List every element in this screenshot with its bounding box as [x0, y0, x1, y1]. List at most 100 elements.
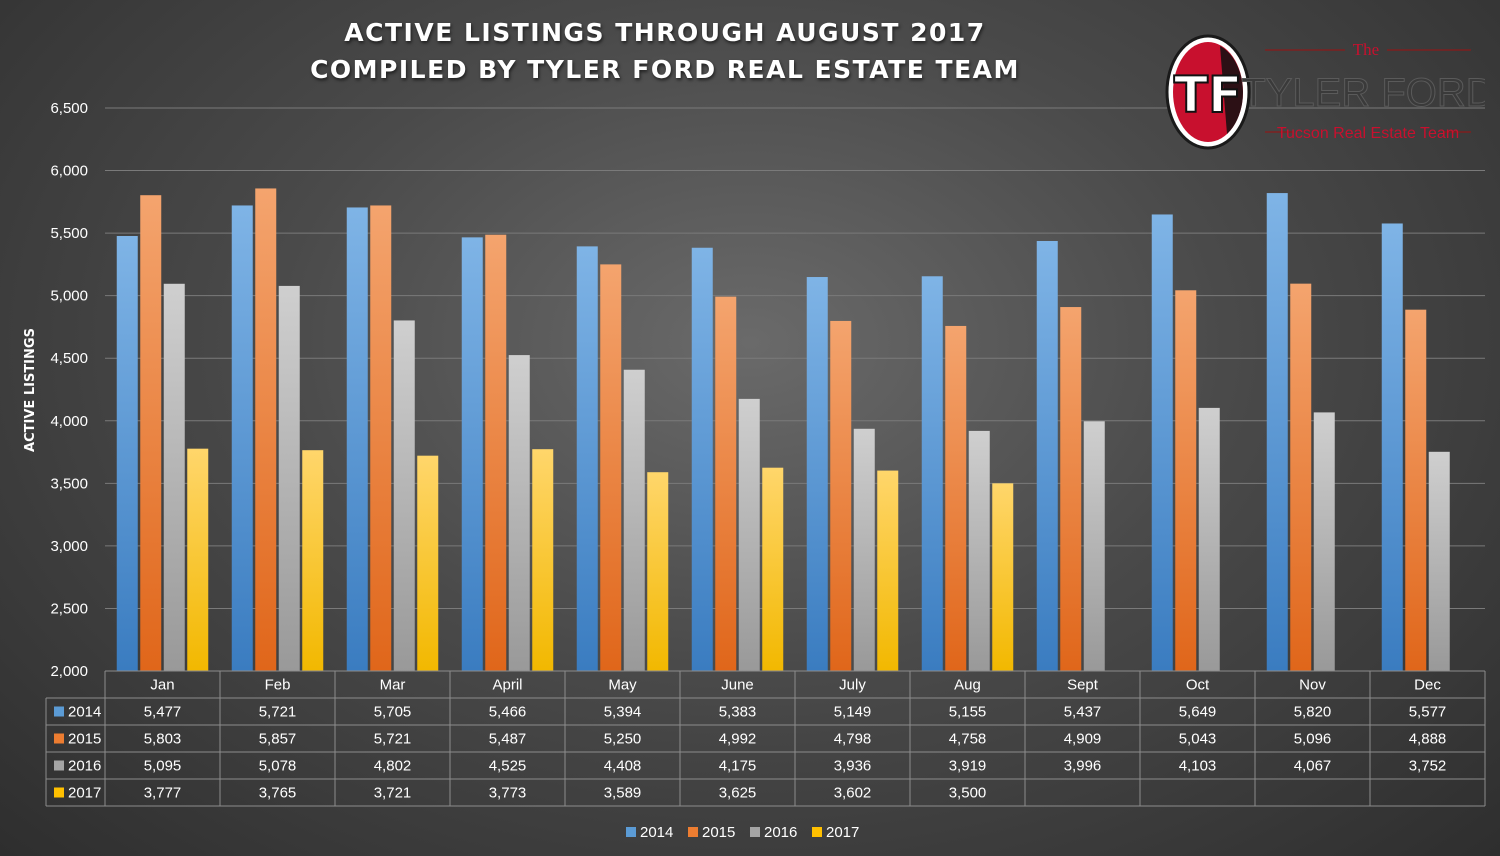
bar-2014-jan: [116, 235, 138, 672]
bar-2015-dec: [1405, 309, 1427, 671]
bar-2016-feb: [278, 285, 300, 671]
data-label: 5,649: [1179, 704, 1217, 721]
logo-tagline: Tucson Real Estate Team: [1277, 125, 1459, 142]
bar-2016-july: [853, 428, 875, 671]
bar-2015-nov: [1290, 283, 1312, 671]
bar-2016-nov: [1313, 412, 1335, 671]
data-label: 5,857: [259, 731, 297, 748]
legend-label-2015: 2015: [702, 824, 735, 841]
y-tick-label: 5,500: [50, 225, 88, 242]
data-label: 5,705: [374, 704, 412, 721]
chart-title: ACTIVE LISTINGS THROUGH AUGUST 2017 COMP…: [200, 14, 1130, 88]
x-tick-label: June: [721, 677, 754, 694]
data-label: 5,383: [719, 704, 757, 721]
data-label: 5,803: [144, 731, 182, 748]
bar-2015-june: [715, 296, 737, 671]
bar-2015-jan: [140, 195, 162, 671]
data-label: 3,589: [604, 785, 642, 802]
data-label: 5,096: [1294, 731, 1332, 748]
y-tick-label: 2,500: [50, 600, 88, 617]
data-label: 3,936: [834, 758, 872, 775]
y-tick-label: 4,000: [50, 413, 88, 430]
x-tick-label: July: [839, 677, 866, 694]
data-label: 4,802: [374, 758, 412, 775]
y-tick-label: 6,000: [50, 163, 88, 180]
legend-label-2017: 2017: [826, 824, 859, 841]
legend-swatch-2016: [750, 827, 760, 837]
legend-swatch-2017: [812, 827, 822, 837]
bar-2017-may: [647, 472, 669, 671]
data-label: 5,437: [1064, 704, 1102, 721]
bar-2014-june: [691, 247, 713, 671]
data-label: 3,500: [949, 785, 987, 802]
bar-2016-sept: [1083, 421, 1105, 671]
data-label: 5,250: [604, 731, 642, 748]
data-label: 5,477: [144, 704, 182, 721]
x-tick-label: Oct: [1186, 677, 1210, 694]
data-label: 3,625: [719, 785, 757, 802]
y-tick-label: 6,500: [50, 100, 88, 117]
data-label: 4,992: [719, 731, 757, 748]
x-tick-label: Dec: [1414, 677, 1441, 694]
data-label: 4,525: [489, 758, 527, 775]
x-tick-label: Feb: [265, 677, 291, 694]
data-label: 3,721: [374, 785, 412, 802]
data-label: 5,394: [604, 704, 642, 721]
data-label: 5,820: [1294, 704, 1332, 721]
data-label: 5,466: [489, 704, 527, 721]
data-label: 3,752: [1409, 758, 1447, 775]
data-label: 5,095: [144, 758, 182, 775]
y-axis-ticks: 2,000 2,500 3,000 3,500 4,000 4,500 5,000 5,500…: [50, 100, 88, 680]
legend-label-2014: 2014: [640, 824, 673, 841]
legend-label-2016: 2016: [764, 824, 797, 841]
bar-2015-oct: [1175, 290, 1197, 671]
bar-2017-jan: [187, 448, 209, 671]
data-label: 4,175: [719, 758, 757, 775]
bar-2016-mar: [393, 320, 415, 671]
bar-2014-dec: [1381, 223, 1403, 672]
data-table: Jan Feb Mar April May June July Aug Sept Oct Nov De…: [45, 670, 1486, 807]
bar-2014-july: [806, 277, 828, 671]
table-series-swatch: [54, 733, 64, 744]
data-label: 3,773: [489, 785, 527, 802]
legend-swatch-2015: [688, 827, 698, 837]
y-tick-label: 3,000: [50, 538, 88, 555]
data-label: 4,909: [1064, 731, 1102, 748]
legend-swatch-2014: [626, 827, 636, 837]
x-tick-label: Jan: [150, 677, 174, 694]
bar-2016-jan: [163, 283, 185, 671]
table-series-name: 2016: [68, 758, 101, 775]
data-label: 5,043: [1179, 731, 1217, 748]
bar-2017-june: [762, 467, 784, 671]
bar-2015-aug: [945, 325, 967, 671]
y-tick-label: 5,000: [50, 288, 88, 305]
table-series-swatch: [54, 760, 64, 771]
data-label: 5,078: [259, 758, 297, 775]
data-label: 4,758: [949, 731, 987, 748]
bar-2014-oct: [1151, 214, 1173, 672]
bar-2016-oct: [1198, 407, 1220, 671]
data-label: 5,149: [834, 704, 872, 721]
bar-2017-feb: [302, 450, 324, 671]
y-tick-label: 4,500: [50, 350, 88, 367]
y-tick-label: 3,500: [50, 475, 88, 492]
bar-2014-april: [461, 237, 483, 672]
bar-2015-feb: [255, 188, 277, 671]
bar-2015-july: [830, 320, 852, 671]
gridlines: [105, 107, 1485, 672]
bar-2016-aug: [968, 430, 990, 671]
bar-2015-may: [600, 264, 622, 671]
table-series-swatch: [54, 787, 64, 798]
bar-2017-mar: [417, 455, 439, 671]
bar-2014-sept: [1036, 240, 1058, 672]
bar-2014-aug: [921, 276, 943, 671]
bar-2015-mar: [370, 205, 392, 672]
data-label: 5,721: [374, 731, 412, 748]
bar-2014-may: [576, 246, 598, 671]
x-tick-label: Mar: [380, 677, 406, 694]
data-label: 4,798: [834, 731, 872, 748]
bar-2015-april: [485, 234, 507, 671]
bar-2017-july: [877, 470, 899, 671]
x-tick-label: April: [492, 677, 522, 694]
